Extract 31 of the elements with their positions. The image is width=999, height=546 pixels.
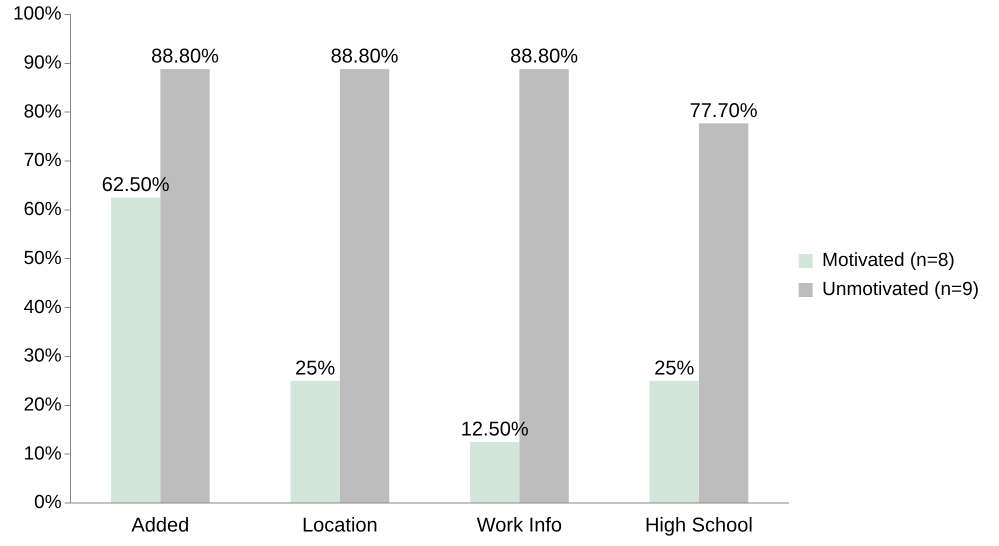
bar [290,380,340,502]
y-tick-label: 10% [24,443,62,464]
y-tick-label: 100% [12,4,62,25]
legend-label: Unmotivated (n=9) [822,279,980,300]
data-label: 88.80% [510,46,578,68]
y-tick-label: 60% [24,199,62,220]
data-label: 12.50% [460,418,529,440]
y-tick-label: 80% [24,101,62,122]
data-label: 25% [295,357,336,380]
legend-label: Motivated (n=8) [822,250,955,272]
data-label: 62.50% [102,174,170,196]
y-tick-label: 70% [24,150,62,172]
x-tick-label: Added [131,514,190,537]
y-tick-label: 40% [24,296,62,318]
bar [340,69,390,502]
bar [470,442,520,502]
bar [110,198,160,502]
x-tick-label: High School [644,514,753,537]
data-label: 88.80% [151,46,220,68]
y-tick-label: 30% [24,346,62,367]
data-label: 88.80% [330,46,399,68]
y-tick-label: 20% [24,394,62,416]
x-tick-label: Location [302,514,378,537]
data-label: 77.70% [690,100,758,122]
y-tick-label: 50% [24,248,62,269]
y-tick-label: 0% [34,492,62,514]
x-tick-label: Work Info [476,514,562,537]
bar [698,123,748,502]
bar [650,380,699,502]
y-tick-label: 90% [24,52,62,74]
data-label: 25% [654,357,694,380]
